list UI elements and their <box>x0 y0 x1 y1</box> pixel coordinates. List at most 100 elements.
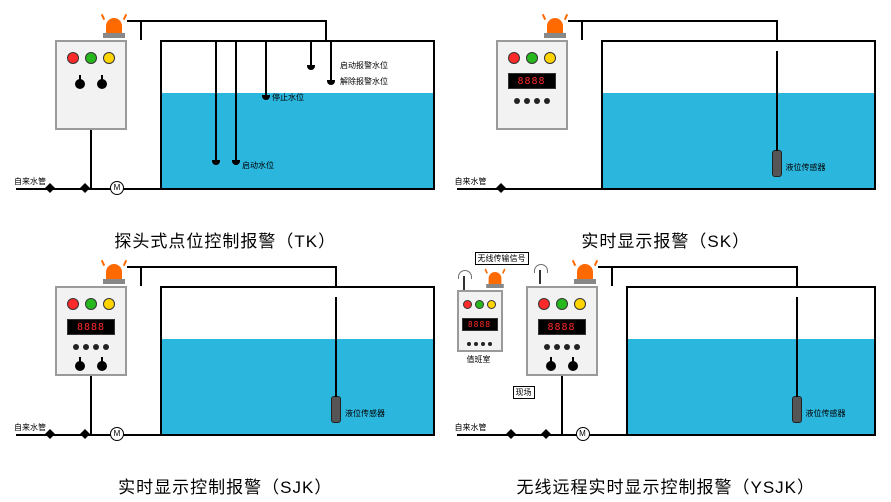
led-row <box>508 52 556 64</box>
knob[interactable] <box>97 79 107 89</box>
site-label: 现场 <box>513 386 535 399</box>
knob[interactable] <box>75 361 85 371</box>
probe <box>310 40 312 65</box>
button[interactable] <box>83 344 89 350</box>
led-row <box>67 298 115 310</box>
pump-icon: M <box>110 427 124 441</box>
level-sensor <box>331 396 341 423</box>
button-row <box>544 344 580 350</box>
led-yellow <box>103 52 115 64</box>
probe-cable <box>127 20 327 22</box>
water <box>162 93 433 188</box>
caption: 实时显示控制报警（SJK） <box>10 473 441 498</box>
digital-display: 8888 <box>67 319 115 335</box>
led-green <box>85 52 97 64</box>
sensor-label: 液位传感器 <box>806 408 846 419</box>
led-row <box>463 300 496 309</box>
button[interactable] <box>574 344 580 350</box>
button[interactable] <box>467 342 471 346</box>
probe-cable <box>325 20 327 40</box>
duty-control-box: 8888 <box>457 290 503 352</box>
probe-cable <box>140 20 142 40</box>
button[interactable] <box>544 344 550 350</box>
cable <box>776 20 778 40</box>
tank <box>160 286 435 436</box>
knob[interactable] <box>75 79 85 89</box>
button[interactable] <box>488 342 492 346</box>
led-green <box>85 298 97 310</box>
panel-tk: M 自来水管 启动报警水位 解除报警水位 停止水位 启动水位 探头式点位控制报警… <box>10 10 441 246</box>
probe-label: 解除报警水位 <box>340 76 388 87</box>
pipe <box>90 130 92 190</box>
button[interactable] <box>554 344 560 350</box>
site-control-box: 8888 <box>526 286 598 376</box>
led-yellow <box>544 52 556 64</box>
knob[interactable] <box>546 361 556 371</box>
button[interactable] <box>534 98 540 104</box>
valve-icon <box>80 183 90 193</box>
caption: 探头式点位控制报警（TK） <box>10 227 441 252</box>
led-green <box>475 300 484 309</box>
button[interactable] <box>544 98 550 104</box>
tank <box>601 40 876 190</box>
led-row <box>67 52 115 64</box>
cable <box>611 266 613 286</box>
button[interactable] <box>514 98 520 104</box>
digital-display: 8888 <box>508 73 556 89</box>
cable <box>568 20 778 22</box>
pipe-label: 自来水管 <box>455 176 487 187</box>
water <box>628 339 874 434</box>
button[interactable] <box>481 342 485 346</box>
panel-ysjk: 8888 8888 <box>451 256 882 492</box>
panel-sk: 8888 液位传感器 自来水管 实时显示报警（SK） <box>451 10 882 246</box>
knob[interactable] <box>97 361 107 371</box>
button[interactable] <box>93 344 99 350</box>
pipe <box>457 188 603 190</box>
control-box: 8888 <box>55 286 127 376</box>
valve-icon <box>45 183 55 193</box>
water <box>162 339 433 434</box>
button[interactable] <box>103 344 109 350</box>
cable <box>598 266 798 268</box>
probe <box>235 40 237 160</box>
led-red <box>508 52 520 64</box>
probe <box>330 40 332 80</box>
led-red <box>67 52 79 64</box>
knob[interactable] <box>568 361 578 371</box>
cable <box>796 266 798 286</box>
button[interactable] <box>524 98 530 104</box>
antenna-icon <box>539 270 541 284</box>
probe <box>215 40 217 160</box>
valve-icon <box>506 429 516 439</box>
cable <box>335 266 337 286</box>
valve-icon <box>80 429 90 439</box>
led-green <box>556 298 568 310</box>
sensor-label: 液位传感器 <box>345 408 385 419</box>
level-sensor <box>772 150 782 177</box>
sensor-label: 液位传感器 <box>786 162 826 173</box>
beacon-icon <box>106 264 122 284</box>
caption: 无线远程实时显示控制报警（YSJK） <box>451 473 882 498</box>
pump-icon: M <box>110 181 124 195</box>
digital-display: 8888 <box>462 318 498 331</box>
control-box <box>55 40 127 130</box>
button[interactable] <box>474 342 478 346</box>
led-red <box>67 298 79 310</box>
knob-row <box>75 79 107 89</box>
valve-icon <box>496 183 506 193</box>
water <box>603 93 874 188</box>
button[interactable] <box>73 344 79 350</box>
beacon-icon <box>488 272 501 288</box>
button-row <box>73 344 109 350</box>
led-yellow <box>574 298 586 310</box>
led-green <box>526 52 538 64</box>
led-yellow <box>487 300 496 309</box>
led-row <box>538 298 586 310</box>
led-red <box>538 298 550 310</box>
pipe <box>561 376 563 436</box>
pipe-label: 自来水管 <box>14 422 46 433</box>
radio-label: 无线传输信号 <box>475 252 529 265</box>
button[interactable] <box>564 344 570 350</box>
control-box: 8888 <box>496 40 568 130</box>
probe-label: 启动报警水位 <box>340 60 388 71</box>
